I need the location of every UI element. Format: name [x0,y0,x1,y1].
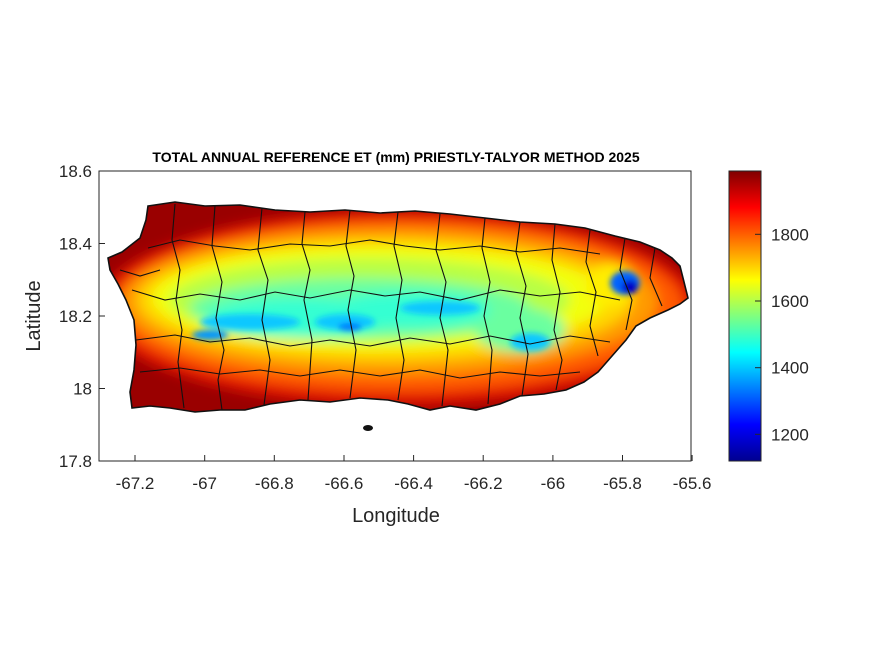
y-tick-label: 18 [73,380,92,399]
x-tick-label: -65.8 [603,474,642,493]
y-tick-label: 17.8 [59,452,92,471]
colorbar: 1200 1400 1600 1800 [728,170,809,462]
y-axis: 17.8 18 18.2 18.4 18.6 [59,162,105,471]
x-axis-label: Longitude [352,505,440,527]
y-tick-label: 18.4 [59,235,92,254]
coastline [107,201,689,413]
colorbar-gradient [728,170,762,462]
x-tick-label: -66.4 [394,474,433,493]
x-tick-label: -66.6 [325,474,364,493]
x-tick-label: -67 [192,474,217,493]
x-tick-label: -67.2 [116,474,155,493]
x-tick-label: -66.8 [255,474,294,493]
x-tick-label: -66.2 [464,474,503,493]
chart-title: TOTAL ANNUAL REFERENCE ET (mm) PRIESTLY-… [152,149,639,165]
x-tick-label: -66 [541,474,566,493]
x-tick-label: -65.6 [673,474,712,493]
municipality-boundaries [119,203,663,411]
colorbar-tick-label: 1800 [771,225,809,244]
islet-south [363,425,373,431]
colorbar-tick-label: 1600 [771,292,809,311]
colorbar-tick-label: 1400 [771,359,809,378]
y-tick-label: 18.2 [59,307,92,326]
y-tick-label: 18.6 [59,162,92,181]
colorbar-tick-label: 1200 [771,425,809,444]
x-axis: -67.2 -67 -66.8 -66.6 -66.4 -66.2 -66 -6… [116,455,712,493]
y-axis-label: Latitude [23,280,45,351]
